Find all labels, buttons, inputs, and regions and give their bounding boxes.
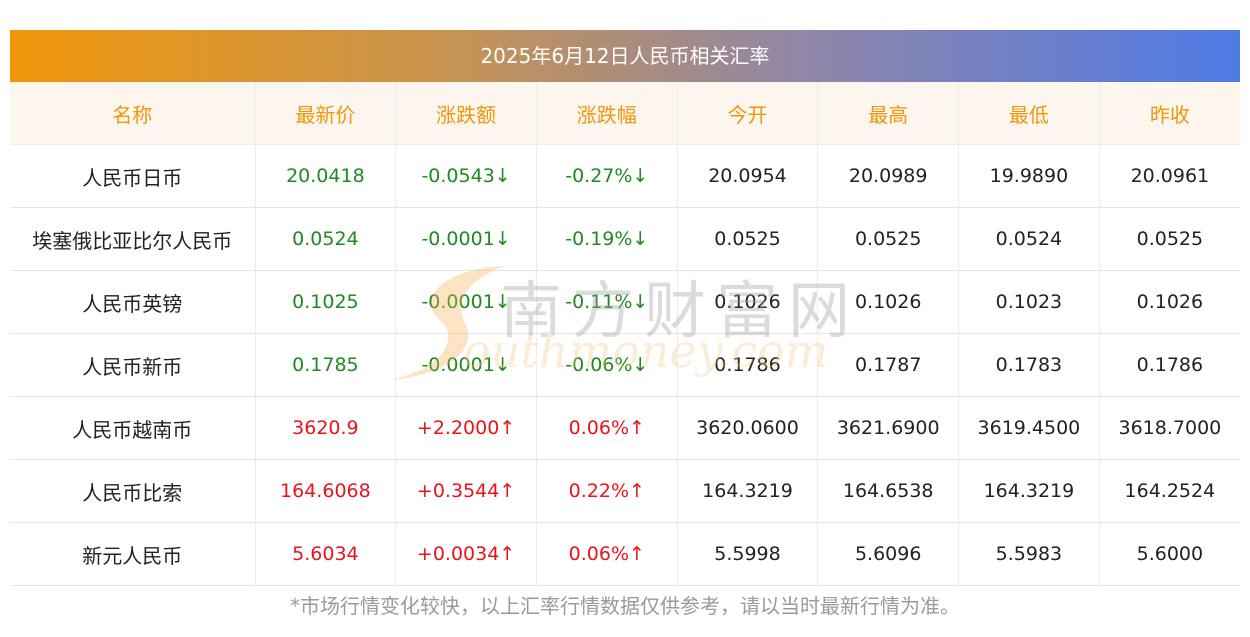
cell-low: 0.1783 <box>958 333 1100 397</box>
cell-high: 0.1026 <box>817 270 960 334</box>
cell-open: 0.1026 <box>677 270 819 334</box>
cell-low: 3619.4500 <box>958 396 1100 460</box>
cell-high: 0.0525 <box>817 207 960 271</box>
cell-change: -0.0543↓ <box>395 144 537 208</box>
cell-change: -0.0001↓ <box>395 207 537 271</box>
col-header-high: 最高 <box>817 82 960 145</box>
table-row: 人民币越南币 3620.9 +2.2000↑ 0.06%↑ 3620.0600 3621.… <box>10 396 1240 460</box>
col-header-name: 名称 <box>10 82 256 145</box>
cell-low: 0.0524 <box>958 207 1100 271</box>
cell-open: 20.0954 <box>677 144 819 208</box>
table-row: 人民币日币 20.0418 -0.0543↓ -0.27%↓ 20.0954 20.098… <box>10 144 1240 208</box>
cell-prev: 20.0961 <box>1099 144 1240 208</box>
cell-low: 5.5983 <box>958 522 1100 586</box>
cell-high: 164.6538 <box>817 459 960 523</box>
col-header-change: 涨跌额 <box>395 82 537 145</box>
cell-latest: 0.0524 <box>255 207 397 271</box>
footnote: *市场行情变化较快，以上汇率行情数据仅供参考，请以当时最新行情为准。 <box>290 594 960 618</box>
cell-open: 5.5998 <box>677 522 819 586</box>
cell-change: +0.0034↑ <box>395 522 537 586</box>
cell-name: 人民币日币 <box>10 144 256 208</box>
cell-pct: -0.27%↓ <box>536 144 678 208</box>
cell-open: 0.0525 <box>677 207 819 271</box>
cell-name: 人民币比索 <box>10 459 256 523</box>
cell-prev: 0.1786 <box>1099 333 1240 397</box>
cell-name: 新元人民币 <box>10 522 256 586</box>
cell-pct: -0.11%↓ <box>536 270 678 334</box>
cell-high: 5.6096 <box>817 522 960 586</box>
cell-latest: 20.0418 <box>255 144 397 208</box>
cell-pct: 0.06%↑ <box>536 396 678 460</box>
cell-name: 人民币新币 <box>10 333 256 397</box>
table-row: 人民币英镑 0.1025 -0.0001↓ -0.11%↓ 0.1026 0.1026 0.… <box>10 270 1240 334</box>
cell-prev: 5.6000 <box>1099 522 1240 586</box>
cell-low: 0.1023 <box>958 270 1100 334</box>
col-header-low: 最低 <box>958 82 1100 145</box>
cell-high: 0.1787 <box>817 333 960 397</box>
cell-name: 埃塞俄比亚比尔人民币 <box>10 207 256 271</box>
col-header-open: 今开 <box>677 82 819 145</box>
cell-latest: 164.6068 <box>255 459 397 523</box>
cell-name: 人民币越南币 <box>10 396 256 460</box>
cell-pct: -0.19%↓ <box>536 207 678 271</box>
cell-high: 20.0989 <box>817 144 960 208</box>
cell-change: -0.0001↓ <box>395 270 537 334</box>
cell-name: 人民币英镑 <box>10 270 256 334</box>
table-title: 2025年6月12日人民币相关汇率 <box>10 30 1240 82</box>
table-row: 人民币新币 0.1785 -0.0001↓ -0.06%↓ 0.1786 0.1787 0.… <box>10 333 1240 397</box>
col-header-latest: 最新价 <box>255 82 397 145</box>
cell-latest: 0.1025 <box>255 270 397 334</box>
cell-pct: 0.22%↑ <box>536 459 678 523</box>
cell-change: -0.0001↓ <box>395 333 537 397</box>
cell-low: 19.9890 <box>958 144 1100 208</box>
cell-prev: 0.0525 <box>1099 207 1240 271</box>
cell-pct: 0.06%↑ <box>536 522 678 586</box>
cell-prev: 164.2524 <box>1099 459 1240 523</box>
cell-latest: 5.6034 <box>255 522 397 586</box>
cell-latest: 0.1785 <box>255 333 397 397</box>
cell-open: 164.3219 <box>677 459 819 523</box>
cell-high: 3621.6900 <box>817 396 960 460</box>
cell-change: +2.2000↑ <box>395 396 537 460</box>
cell-prev: 0.1026 <box>1099 270 1240 334</box>
col-header-pct: 涨跌幅 <box>536 82 678 145</box>
cell-low: 164.3219 <box>958 459 1100 523</box>
cell-prev: 3618.7000 <box>1099 396 1240 460</box>
cell-change: +0.3544↑ <box>395 459 537 523</box>
cell-open: 3620.0600 <box>677 396 819 460</box>
exchange-rate-table: 名称 最新价 涨跌额 涨跌幅 今开 最高 最低 昨收 人民币日币 20.0418-… <box>10 82 1240 586</box>
rate-table-panel: 2025年6月12日人民币相关汇率 名称 最新价 涨跌额 涨跌幅 今开 最高 最… <box>10 30 1240 586</box>
table-row: 新元人民币 5.6034 +0.0034↑ 0.06%↑ 5.5998 5.6096 5.5… <box>10 522 1240 586</box>
col-header-prev: 昨收 <box>1099 82 1240 145</box>
table-row: 埃塞俄比亚比尔人民币 0.0524 -0.0001↓ -0.19%↓ 0.0525 0.0… <box>10 207 1240 271</box>
cell-open: 0.1786 <box>677 333 819 397</box>
table-row: 人民币比索 164.6068 +0.3544↑ 0.22%↑ 164.3219 164.6… <box>10 459 1240 523</box>
cell-latest: 3620.9 <box>255 396 397 460</box>
cell-pct: -0.06%↓ <box>536 333 678 397</box>
header-row: 名称 最新价 涨跌额 涨跌幅 今开 最高 最低 昨收 <box>10 82 1240 145</box>
